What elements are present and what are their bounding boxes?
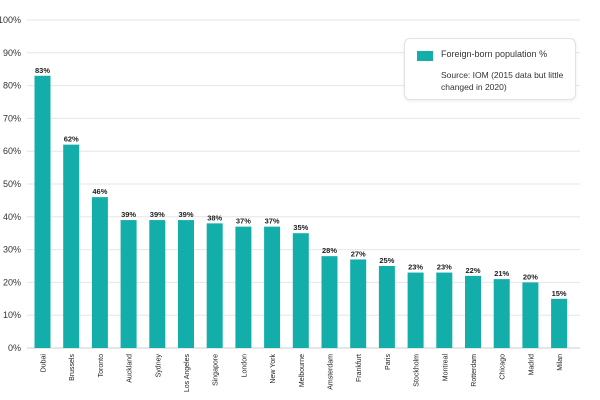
bar bbox=[235, 226, 252, 348]
y-tick-label: 50% bbox=[3, 179, 21, 189]
data-labels: 83% 62% 46% 39% 39% 39% 38% 37% 37% 35% 28% 27% 25% 2… bbox=[35, 66, 567, 298]
y-tick-label: 80% bbox=[3, 81, 21, 91]
data-label: 83% bbox=[35, 66, 50, 75]
category-label: Montreal bbox=[442, 354, 449, 382]
bar bbox=[436, 272, 453, 348]
legend-swatch bbox=[417, 51, 433, 61]
data-label: 15% bbox=[552, 289, 567, 298]
category-label: Madrid bbox=[528, 354, 535, 376]
bar bbox=[321, 256, 338, 348]
category-label: Paris bbox=[385, 354, 392, 370]
bar bbox=[407, 272, 424, 348]
bar bbox=[34, 75, 51, 348]
category-label: Stockholm bbox=[414, 354, 421, 387]
bars bbox=[34, 75, 568, 348]
data-label: 39% bbox=[150, 210, 165, 219]
bar bbox=[120, 220, 137, 348]
data-label: 35% bbox=[293, 223, 308, 232]
legend: Foreign-born population % Source: IOM (2… bbox=[404, 38, 576, 100]
category-label: Auckland bbox=[127, 354, 134, 383]
data-label: 23% bbox=[437, 263, 452, 272]
data-label: 21% bbox=[494, 269, 509, 278]
category-label: Chicago bbox=[500, 354, 507, 380]
data-label: 22% bbox=[465, 266, 480, 275]
y-tick-label: 90% bbox=[3, 48, 21, 58]
data-label: 37% bbox=[265, 217, 280, 226]
bar bbox=[206, 223, 223, 348]
data-label: 20% bbox=[523, 272, 538, 281]
category-label: New York bbox=[270, 354, 277, 384]
data-label: 62% bbox=[64, 135, 79, 144]
y-tick-label: 60% bbox=[3, 146, 21, 156]
data-label: 38% bbox=[207, 213, 222, 222]
category-label: Brussels bbox=[69, 354, 76, 381]
bar bbox=[378, 266, 395, 348]
y-tick-label: 70% bbox=[3, 113, 21, 123]
y-axis-tick-labels: 0% 10% 20% 30% 40% 50% 60% 70% 80% 90% 100% bbox=[0, 15, 21, 353]
category-label: Los Angeles bbox=[184, 354, 191, 393]
bar bbox=[493, 279, 510, 348]
y-tick-label: 30% bbox=[3, 245, 21, 255]
category-labels: Dubai Brussels Toronto Auckland Sydney Los An… bbox=[41, 354, 565, 393]
category-label: Rotterdam bbox=[471, 354, 478, 387]
data-label: 28% bbox=[322, 246, 337, 255]
bar bbox=[149, 220, 166, 348]
y-tick-label: 20% bbox=[3, 277, 21, 287]
legend-source-note: Source: IOM (2015 data but little change… bbox=[441, 70, 564, 92]
bar bbox=[63, 144, 80, 348]
legend-series-label: Foreign-born population % bbox=[441, 49, 548, 59]
data-label: 25% bbox=[379, 256, 394, 265]
bar bbox=[350, 259, 367, 348]
bar bbox=[264, 226, 281, 348]
bar bbox=[551, 298, 568, 348]
y-tick-label: 0% bbox=[8, 343, 21, 353]
data-label: 39% bbox=[178, 210, 193, 219]
category-label: Singapore bbox=[213, 354, 220, 386]
category-label: Frankfurt bbox=[356, 354, 363, 382]
data-label: 27% bbox=[351, 249, 366, 258]
data-label: 23% bbox=[408, 263, 423, 272]
category-label: Sydney bbox=[155, 354, 162, 378]
y-tick-label: 100% bbox=[0, 15, 21, 25]
bar bbox=[465, 275, 481, 348]
bar bbox=[522, 282, 539, 348]
data-label: 39% bbox=[121, 210, 136, 219]
category-label: Melbourne bbox=[299, 354, 306, 387]
category-label: Toronto bbox=[98, 354, 105, 377]
category-label: Milan bbox=[557, 354, 564, 371]
y-tick-label: 40% bbox=[3, 212, 21, 222]
data-label: 46% bbox=[92, 187, 107, 196]
category-label: London bbox=[241, 354, 248, 377]
category-label: Dubai bbox=[41, 354, 48, 373]
category-label: Amsterdam bbox=[328, 354, 335, 390]
y-tick-label: 10% bbox=[3, 310, 21, 320]
bar bbox=[292, 233, 309, 348]
data-label: 37% bbox=[236, 217, 251, 226]
bar bbox=[91, 197, 108, 348]
bar bbox=[178, 220, 194, 348]
